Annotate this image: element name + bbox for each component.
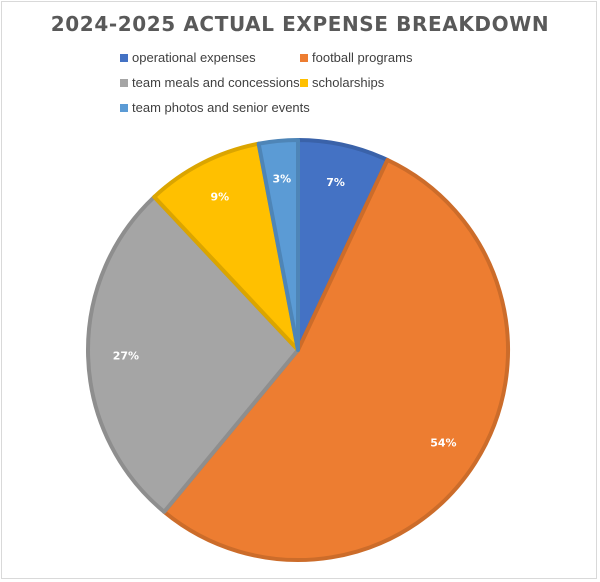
legend-label: team photos and senior events: [132, 100, 310, 115]
legend-item-team-meals: team meals and concessions: [120, 75, 300, 90]
chart-title: 2024-2025 ACTUAL EXPENSE BREAKDOWN: [50, 12, 550, 36]
data-label-scholarships: 9%: [210, 191, 229, 204]
legend-swatch: [300, 78, 308, 87]
legend-item-team-photos: team photos and senior events: [120, 100, 310, 115]
legend-item-operational-expenses: operational expenses: [120, 50, 256, 65]
data-label-football-programs: 54%: [430, 436, 456, 449]
legend-swatch: [120, 103, 128, 112]
data-label-team-photos-and-senior-events: 3%: [272, 173, 291, 186]
pie-slice-team-meals-and-concessions: [86, 194, 300, 514]
pie-slice-scholarships: [152, 141, 300, 352]
legend-swatch: [120, 78, 128, 87]
data-label-operational-expenses: 7%: [326, 176, 345, 189]
legend-item-football-programs: football programs: [300, 50, 412, 65]
pie-slice-team-photos-and-senior-events: [256, 138, 300, 352]
legend-label: scholarships: [312, 75, 385, 90]
pie-slice-football-programs: [162, 157, 510, 562]
legend-label: football programs: [312, 50, 413, 65]
legend-item-scholarships: scholarships: [300, 75, 384, 90]
legend-swatch: [120, 53, 128, 62]
data-label-team-meals-and-concessions: 27%: [113, 349, 139, 362]
legend-swatch: [300, 53, 308, 62]
legend-label: team meals and concessions: [132, 75, 300, 90]
legend-label: operational expenses: [132, 50, 256, 65]
